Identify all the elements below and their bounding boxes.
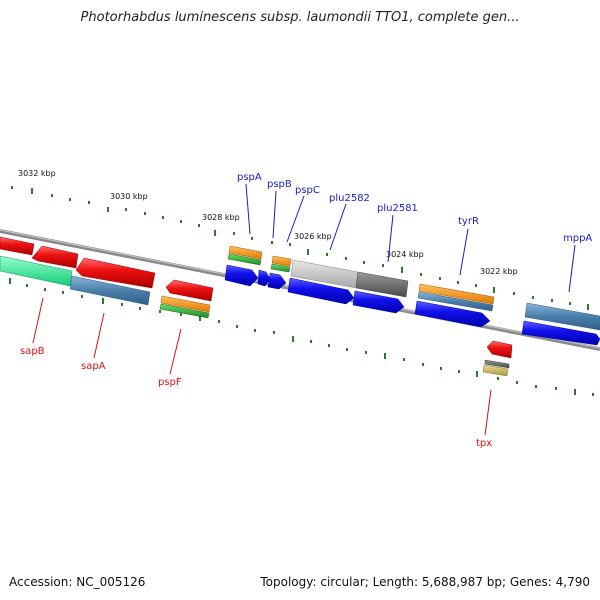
gene-label: mppA	[563, 233, 592, 244]
leader-lines-bottom	[32, 297, 492, 436]
gene-label: pspF	[158, 377, 182, 388]
map-title: Photorhabdus luminescens subsp. laumondi…	[80, 10, 520, 25]
cds-reverse-left	[0, 236, 156, 289]
gene-label: tpx	[476, 438, 492, 449]
feature-plu-gray-band	[290, 259, 409, 298]
scale-ticks-lower	[9, 278, 594, 396]
feature-steel-band-left	[69, 275, 151, 306]
feature-mppA-band	[524, 302, 600, 331]
feature-pspF-stack	[159, 295, 211, 319]
feature-tpx-stack	[482, 359, 510, 377]
feature-pspB-stack	[270, 255, 292, 273]
gene-labels-top: pspA pspB pspC plu2582 plu2581 tyrR mppA	[237, 172, 592, 244]
gene-label: pspB	[267, 179, 292, 190]
gene-label: sapA	[81, 361, 106, 372]
leader-lines-top	[245, 183, 576, 293]
gene-label: pspC	[295, 185, 320, 196]
gene-label: tyrR	[458, 216, 479, 227]
cds-pspF	[165, 279, 214, 302]
cds-forward-psp	[224, 264, 287, 290]
cds-tpx	[486, 340, 513, 359]
scale-ticks-upper	[11, 186, 589, 310]
feature-pspA-stack	[227, 245, 263, 266]
scale-label: 3030 kbp	[110, 192, 148, 201]
scale-label: 3024 kbp	[386, 250, 424, 259]
gene-labels-bottom: sapB sapA pspF tpx	[20, 346, 492, 449]
scale-labels: 3032 kbp 3030 kbp 3028 kbp 3026 kbp 3024…	[18, 169, 518, 276]
scale-label: 3026 kbp	[294, 232, 332, 241]
accession-text: Accession: NC_005126	[9, 575, 146, 589]
scale-label: 3022 kbp	[480, 267, 518, 276]
feature-tyrR-stack	[417, 283, 495, 312]
gene-label: plu2581	[377, 203, 418, 214]
gene-label: sapB	[20, 346, 45, 357]
scale-label: 3032 kbp	[18, 169, 56, 178]
scale-label: 3028 kbp	[202, 213, 240, 222]
gene-label: plu2582	[329, 193, 370, 204]
feature-aqua-band	[0, 255, 73, 287]
cds-forward-mppA	[521, 320, 600, 346]
cds-forward-tyrR	[414, 300, 491, 328]
cds-forward-plu	[287, 277, 405, 314]
gene-label: pspA	[237, 172, 262, 183]
genome-summary-text: Topology: circular; Length: 5,688,987 bp…	[260, 575, 590, 589]
